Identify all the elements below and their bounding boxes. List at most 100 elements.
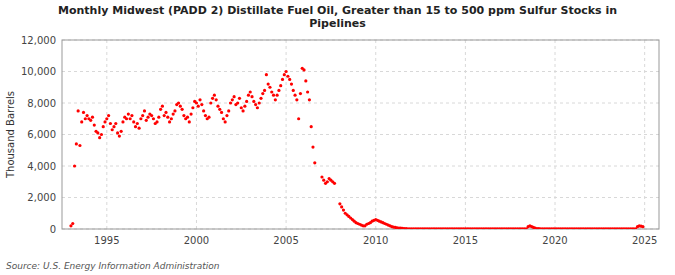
- point: [238, 97, 241, 100]
- point: [641, 225, 644, 228]
- point: [243, 105, 246, 108]
- point: [78, 144, 81, 147]
- point: [93, 123, 96, 126]
- grid-line: [62, 134, 659, 135]
- point: [141, 114, 144, 117]
- point: [98, 136, 101, 139]
- point: [157, 116, 160, 119]
- point: [85, 114, 88, 117]
- grid-line: [644, 40, 645, 229]
- point: [216, 105, 219, 108]
- point: [105, 117, 108, 120]
- point: [191, 106, 194, 109]
- point: [281, 78, 284, 81]
- point: [146, 116, 149, 119]
- grid-line: [555, 40, 556, 229]
- x-tick-label: 2010: [363, 235, 388, 246]
- point: [258, 101, 261, 104]
- point: [222, 117, 225, 120]
- point: [249, 90, 252, 93]
- x-tick-label: 2020: [542, 235, 567, 246]
- point: [270, 90, 273, 93]
- y-tick-label: 0: [50, 224, 56, 235]
- grid-line: [106, 40, 107, 229]
- point: [252, 100, 255, 103]
- point: [182, 114, 185, 117]
- point: [209, 101, 212, 104]
- y-tick-label: 4,000: [27, 161, 56, 172]
- point: [240, 106, 243, 109]
- point: [181, 108, 184, 111]
- grid-line: [62, 166, 659, 167]
- point: [145, 119, 148, 122]
- point: [261, 92, 264, 95]
- point: [302, 68, 305, 71]
- point: [268, 86, 271, 89]
- point: [340, 205, 343, 208]
- y-tick-label: 12,000: [21, 35, 56, 46]
- point: [241, 109, 244, 112]
- point: [338, 202, 341, 205]
- point: [100, 133, 103, 136]
- point: [198, 98, 201, 101]
- point: [218, 108, 221, 111]
- point: [313, 161, 316, 164]
- point: [103, 120, 106, 123]
- points: [69, 67, 644, 229]
- point: [236, 101, 239, 104]
- point: [259, 97, 262, 100]
- point: [73, 164, 76, 167]
- point: [227, 109, 230, 112]
- grid-line: [465, 40, 466, 229]
- point: [225, 114, 228, 117]
- point: [277, 89, 280, 92]
- point: [155, 120, 158, 123]
- point: [80, 120, 83, 123]
- y-tick-label: 8,000: [27, 98, 56, 109]
- point: [333, 182, 336, 185]
- point: [310, 125, 313, 128]
- point: [200, 103, 203, 106]
- point: [256, 106, 259, 109]
- point: [116, 131, 119, 134]
- point: [102, 125, 105, 128]
- point: [188, 120, 191, 123]
- point: [195, 101, 198, 104]
- point: [224, 120, 227, 123]
- axes: 02,0004,0006,0008,00010,00012,0001995200…: [21, 35, 659, 247]
- point: [163, 114, 166, 117]
- point: [272, 94, 275, 97]
- point: [202, 109, 205, 112]
- point: [164, 111, 167, 114]
- point: [265, 73, 268, 76]
- point: [254, 103, 257, 106]
- point: [297, 117, 300, 120]
- y-tick-label: 2,000: [27, 192, 56, 203]
- point: [111, 128, 114, 131]
- point: [134, 125, 137, 128]
- grid-line: [62, 103, 659, 104]
- point: [166, 116, 169, 119]
- chart: Monthly Midwest (PADD 2) Distillate Fuel…: [0, 0, 675, 275]
- point: [304, 79, 307, 82]
- point: [311, 146, 314, 149]
- point: [120, 130, 123, 133]
- point: [207, 116, 210, 119]
- title: Monthly Midwest (PADD 2) Distillate Fuel…: [58, 4, 617, 30]
- y-axis-label: Thousand Barrels: [5, 91, 16, 179]
- grid-line: [62, 197, 659, 198]
- point: [75, 142, 78, 145]
- point: [322, 179, 325, 182]
- point: [274, 98, 277, 101]
- x-tick-label: 1995: [94, 235, 119, 246]
- point: [215, 98, 218, 101]
- point: [132, 120, 135, 123]
- point: [168, 120, 171, 123]
- point: [161, 105, 164, 108]
- point: [211, 97, 214, 100]
- point: [292, 89, 295, 92]
- point: [114, 122, 117, 125]
- point: [121, 120, 124, 123]
- source: Source: U.S. Energy Information Administ…: [6, 261, 220, 271]
- point: [172, 112, 175, 115]
